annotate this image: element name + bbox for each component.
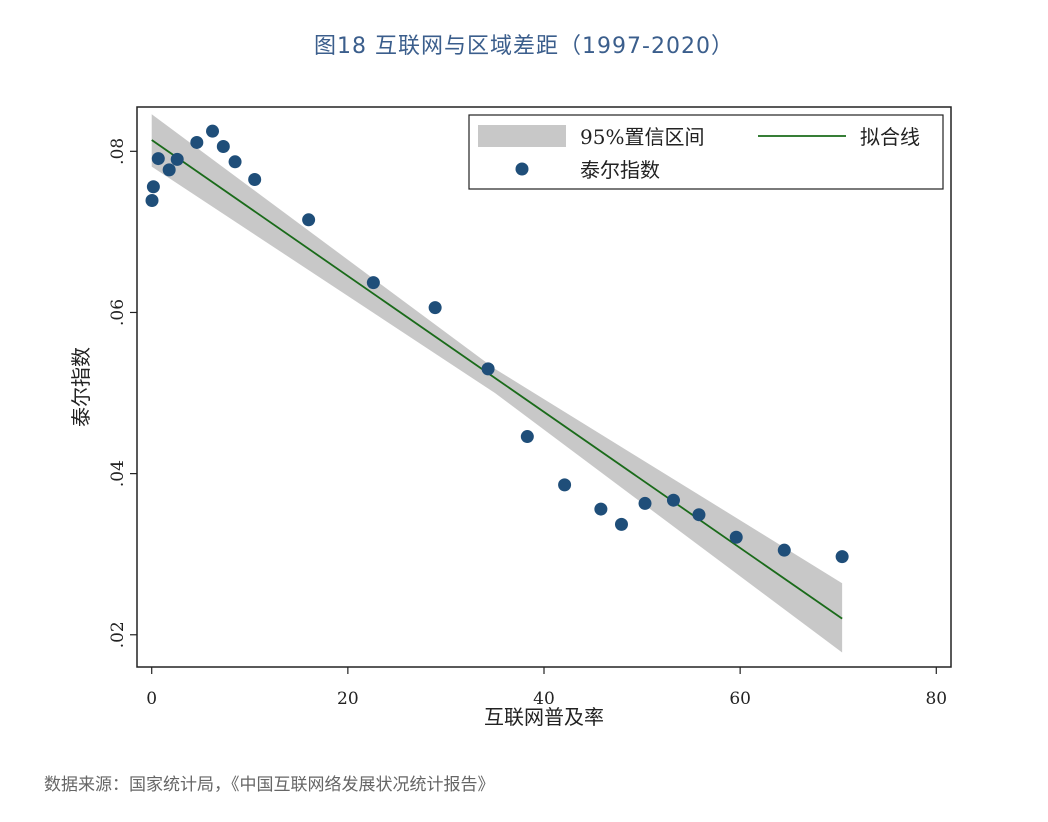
data-point xyxy=(206,124,220,138)
data-point xyxy=(162,163,176,177)
x-tick-label: 80 xyxy=(925,689,947,709)
data-point xyxy=(692,508,706,522)
data-point xyxy=(170,152,184,166)
fit-line xyxy=(151,139,843,620)
chart-title: 图18 互联网与区域差距（1997-2020） xyxy=(314,34,734,59)
legend: 95%置信区间 拟合线 泰尔指数 xyxy=(468,114,944,190)
y-axis-title: 泰尔指数 xyxy=(69,347,93,427)
legend-fit-line-label: 拟合线 xyxy=(860,125,920,149)
y-tick-label: .06 xyxy=(108,299,128,326)
x-axis-title: 互联网普及率 xyxy=(484,705,604,729)
ci-band xyxy=(151,114,843,653)
legend-point-swatch xyxy=(515,162,529,176)
scatter-chart: 0 20 40 60 80 .02 .04 .06 .08 互联网普及率 泰尔指数 95%置信区… xyxy=(69,106,952,729)
data-point xyxy=(666,493,680,507)
data-point xyxy=(481,362,495,376)
data-point xyxy=(228,155,242,169)
data-point xyxy=(366,276,380,290)
plot-area xyxy=(145,114,849,653)
data-point xyxy=(835,550,849,564)
data-point xyxy=(594,502,608,516)
x-tick-label: 20 xyxy=(337,689,359,709)
data-point xyxy=(190,135,204,149)
legend-ci-label: 95%置信区间 xyxy=(580,125,704,149)
data-point xyxy=(638,496,652,510)
data-point xyxy=(777,543,791,557)
data-point xyxy=(146,180,160,194)
x-tick-label: 60 xyxy=(729,689,751,709)
data-point xyxy=(216,139,230,153)
y-tick-label: .08 xyxy=(108,138,128,165)
axes: 0 20 40 60 80 .02 .04 .06 .08 xyxy=(108,138,947,709)
data-point xyxy=(614,517,628,531)
data-point xyxy=(151,152,165,166)
data-point xyxy=(145,193,159,207)
legend-ci-swatch xyxy=(478,125,566,147)
source-note: 数据来源：国家统计局，《中国互联网络发展状况统计报告》 xyxy=(44,775,495,795)
y-tick-label: .02 xyxy=(108,621,128,648)
legend-point-label: 泰尔指数 xyxy=(580,158,660,182)
data-point xyxy=(428,301,442,315)
data-point xyxy=(248,173,262,187)
data-point xyxy=(558,478,572,492)
y-tick-label: .04 xyxy=(108,460,128,487)
x-tick-label: 0 xyxy=(146,689,157,709)
x-tick-label: 40 xyxy=(533,689,555,709)
data-point xyxy=(520,430,534,444)
data-point xyxy=(729,530,743,544)
data-point xyxy=(302,213,316,227)
